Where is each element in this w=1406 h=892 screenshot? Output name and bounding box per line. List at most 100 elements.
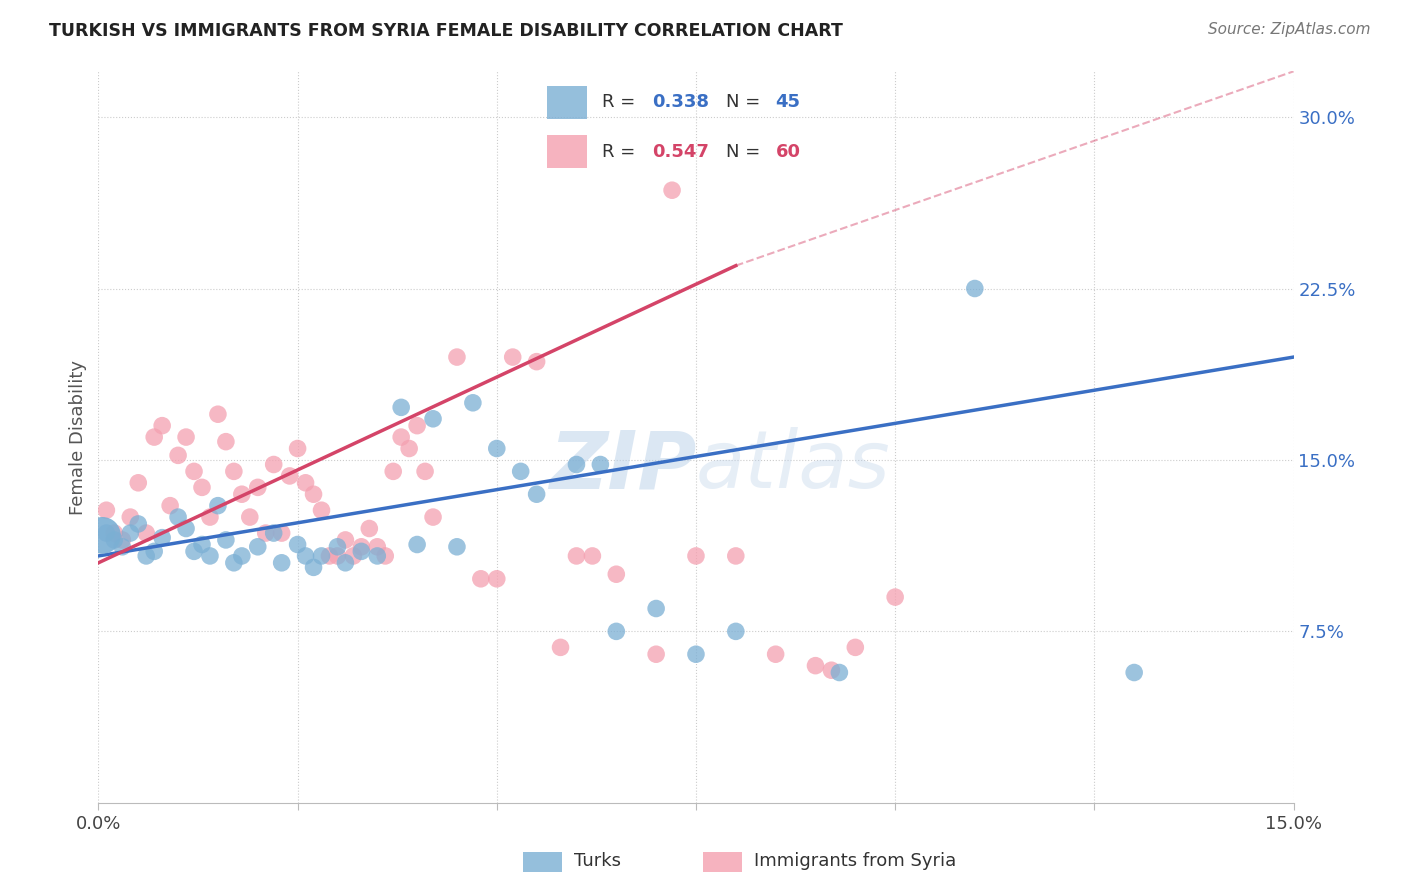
- Point: [263, 526, 285, 541]
- Point: [446, 540, 468, 554]
- Point: [645, 647, 668, 661]
- Point: [335, 533, 357, 547]
- Y-axis label: Female Disability: Female Disability: [69, 359, 87, 515]
- Point: [389, 401, 412, 415]
- Point: [174, 430, 197, 444]
- Point: [382, 464, 405, 478]
- Point: [135, 549, 157, 563]
- Point: [120, 526, 142, 541]
- Point: [502, 350, 524, 364]
- Point: [565, 549, 588, 563]
- Text: R =: R =: [602, 143, 641, 161]
- Point: [374, 549, 396, 563]
- Point: [294, 549, 316, 563]
- FancyBboxPatch shape: [703, 852, 742, 872]
- Point: [605, 624, 627, 639]
- Point: [150, 418, 173, 433]
- Point: [239, 510, 262, 524]
- Point: [335, 556, 357, 570]
- FancyBboxPatch shape: [547, 87, 586, 119]
- Text: Immigrants from Syria: Immigrants from Syria: [754, 852, 956, 870]
- Point: [485, 442, 508, 456]
- Point: [485, 572, 508, 586]
- Point: [589, 458, 612, 472]
- Point: [143, 430, 166, 444]
- Point: [270, 526, 292, 541]
- Text: 45: 45: [776, 94, 800, 112]
- Point: [326, 540, 349, 554]
- Point: [581, 549, 603, 563]
- Point: [120, 510, 142, 524]
- Point: [167, 449, 190, 463]
- Point: [207, 407, 229, 421]
- Point: [294, 475, 316, 490]
- Point: [844, 640, 866, 655]
- Point: [318, 549, 340, 563]
- Point: [231, 549, 253, 563]
- Point: [661, 183, 683, 197]
- Text: 0.338: 0.338: [652, 94, 709, 112]
- Point: [135, 526, 157, 541]
- Point: [398, 442, 420, 456]
- Point: [884, 590, 907, 604]
- FancyBboxPatch shape: [547, 136, 586, 168]
- Text: ZIP: ZIP: [548, 427, 696, 506]
- Point: [215, 533, 238, 547]
- Point: [263, 458, 285, 472]
- Point: [820, 663, 842, 677]
- FancyBboxPatch shape: [523, 852, 562, 872]
- Point: [359, 521, 381, 535]
- Point: [311, 503, 333, 517]
- Text: 60: 60: [776, 143, 800, 161]
- Point: [246, 480, 269, 494]
- Point: [1123, 665, 1146, 680]
- Point: [413, 464, 436, 478]
- Point: [302, 560, 325, 574]
- Point: [287, 537, 309, 551]
- Point: [765, 647, 787, 661]
- Text: TURKISH VS IMMIGRANTS FROM SYRIA FEMALE DISABILITY CORRELATION CHART: TURKISH VS IMMIGRANTS FROM SYRIA FEMALE …: [49, 22, 844, 40]
- Text: Turks: Turks: [574, 852, 620, 870]
- Text: N =: N =: [725, 94, 766, 112]
- Point: [526, 354, 548, 368]
- Point: [111, 540, 134, 554]
- Point: [526, 487, 548, 501]
- Point: [127, 475, 149, 490]
- Point: [103, 533, 125, 547]
- Point: [127, 516, 149, 531]
- Point: [167, 510, 190, 524]
- Point: [159, 499, 181, 513]
- Point: [406, 418, 429, 433]
- Point: [366, 549, 388, 563]
- Point: [828, 665, 851, 680]
- Point: [278, 469, 301, 483]
- Point: [724, 624, 747, 639]
- Text: atlas: atlas: [696, 427, 891, 506]
- Point: [685, 647, 707, 661]
- Point: [270, 556, 292, 570]
- Point: [605, 567, 627, 582]
- Point: [215, 434, 238, 449]
- Point: [724, 549, 747, 563]
- Point: [963, 281, 986, 295]
- Point: [422, 412, 444, 426]
- Point: [103, 526, 125, 541]
- Text: R =: R =: [602, 94, 641, 112]
- Point: [254, 526, 277, 541]
- Point: [96, 526, 118, 541]
- Point: [565, 458, 588, 472]
- Point: [326, 549, 349, 563]
- Text: N =: N =: [725, 143, 766, 161]
- Point: [302, 487, 325, 501]
- Point: [222, 464, 245, 478]
- Point: [111, 533, 134, 547]
- Point: [287, 442, 309, 456]
- Point: [96, 503, 118, 517]
- Point: [183, 464, 205, 478]
- Point: [174, 521, 197, 535]
- Point: [191, 537, 214, 551]
- Text: Source: ZipAtlas.com: Source: ZipAtlas.com: [1208, 22, 1371, 37]
- Point: [804, 658, 827, 673]
- Point: [366, 540, 388, 554]
- Point: [150, 531, 173, 545]
